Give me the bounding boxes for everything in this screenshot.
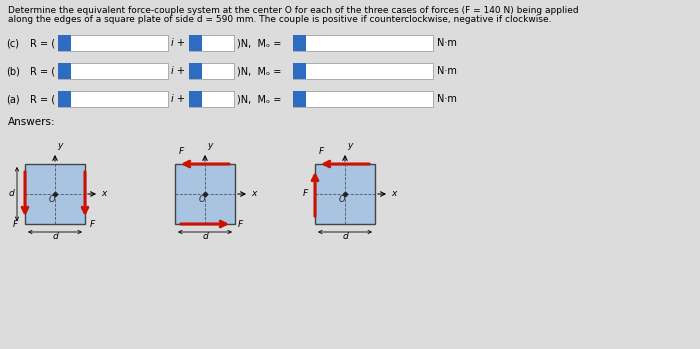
Bar [58, 63, 168, 79]
Bar [58, 35, 168, 51]
Text: )N,  Mₒ =: )N, Mₒ = [237, 38, 281, 48]
Bar [293, 91, 433, 107]
Bar [175, 164, 235, 224]
Text: Determine the equivalent force-couple system at the center O for each of the thr: Determine the equivalent force-couple sy… [8, 6, 579, 15]
Text: i +: i + [171, 66, 185, 76]
Bar [189, 91, 234, 107]
Text: O: O [49, 195, 55, 204]
Bar [293, 63, 433, 79]
Text: O: O [199, 195, 206, 204]
Bar [189, 35, 234, 51]
Bar [189, 91, 202, 107]
Text: R = (: R = ( [30, 94, 55, 104]
Bar [315, 164, 375, 224]
Text: N·m: N·m [437, 38, 457, 48]
Text: F: F [302, 190, 307, 199]
Bar [58, 91, 71, 107]
Bar [189, 63, 234, 79]
Text: x: x [101, 188, 106, 198]
Text: R = (: R = ( [30, 38, 55, 48]
Text: )N,  Mₒ =: )N, Mₒ = [237, 66, 281, 76]
Text: R = (: R = ( [30, 66, 55, 76]
Bar [58, 63, 71, 79]
Text: Answers:: Answers: [8, 117, 55, 127]
Bar [58, 35, 71, 51]
Text: d: d [202, 232, 208, 241]
Bar [293, 63, 306, 79]
Text: F: F [238, 220, 243, 229]
Bar [293, 91, 306, 107]
Bar [25, 164, 85, 224]
Text: (c): (c) [6, 38, 19, 48]
Text: y: y [347, 141, 352, 150]
Bar [293, 35, 433, 51]
Text: N·m: N·m [437, 66, 457, 76]
Text: O: O [339, 195, 346, 204]
Bar [189, 35, 202, 51]
Text: )N,  Mₒ =: )N, Mₒ = [237, 94, 281, 104]
Bar [189, 63, 202, 79]
Text: d: d [52, 232, 58, 241]
Text: along the edges of a square plate of side d = 590 mm. The couple is positive if : along the edges of a square plate of sid… [8, 15, 552, 24]
Text: N·m: N·m [437, 94, 457, 104]
Text: x: x [251, 188, 256, 198]
Bar [293, 35, 306, 51]
Text: x: x [391, 188, 396, 198]
Text: y: y [57, 141, 62, 150]
Bar [58, 91, 168, 107]
Text: y: y [207, 141, 212, 150]
Text: i +: i + [171, 94, 185, 104]
Text: i +: i + [171, 38, 185, 48]
Text: F: F [179, 147, 184, 156]
Text: (b): (b) [6, 66, 20, 76]
Text: d: d [9, 190, 15, 199]
Text: F: F [13, 220, 18, 229]
Text: F: F [319, 147, 324, 156]
Text: (a): (a) [6, 94, 20, 104]
Text: F: F [90, 220, 95, 229]
Text: d: d [342, 232, 348, 241]
